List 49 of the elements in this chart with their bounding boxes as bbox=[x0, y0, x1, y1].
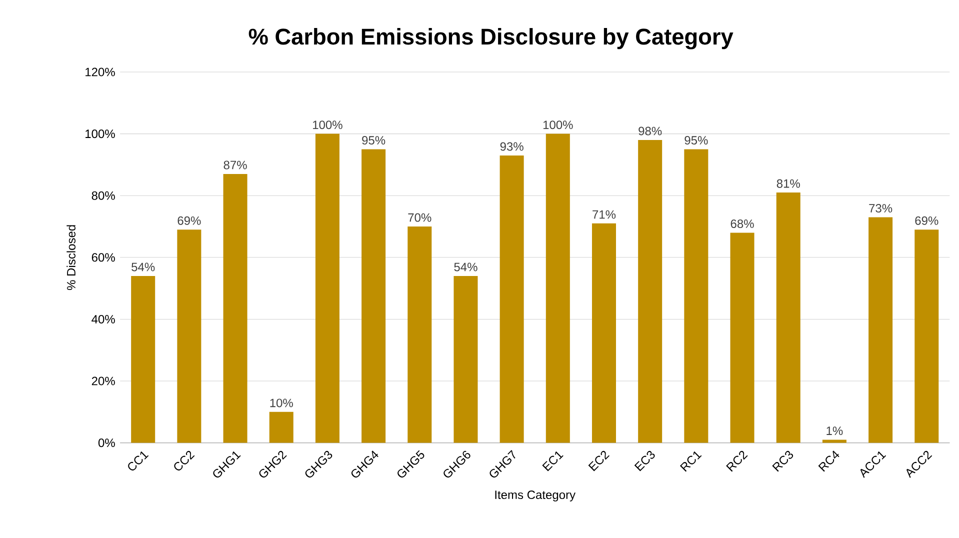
bar bbox=[730, 232, 754, 444]
data-label: 69% bbox=[178, 216, 201, 226]
bar bbox=[868, 217, 893, 444]
data-label: 1% bbox=[826, 426, 843, 436]
x-axis-title: Items Category bbox=[495, 490, 576, 502]
x-tick-label: CC1 bbox=[128, 452, 149, 471]
data-label: 95% bbox=[684, 136, 708, 145]
data-label: 54% bbox=[132, 263, 155, 272]
bar bbox=[546, 134, 570, 444]
bar bbox=[362, 150, 386, 444]
bar bbox=[638, 140, 662, 444]
bar bbox=[592, 224, 616, 444]
data-label: 73% bbox=[869, 204, 892, 213]
data-label: 87% bbox=[224, 161, 247, 170]
bar bbox=[131, 276, 156, 444]
y-tick-label: 80% bbox=[92, 192, 115, 200]
data-label: 100% bbox=[313, 120, 342, 130]
bar bbox=[914, 230, 939, 444]
bar bbox=[822, 440, 846, 444]
y-tick-label: 20% bbox=[92, 376, 115, 386]
bar bbox=[315, 134, 340, 444]
y-tick-label: 100% bbox=[86, 130, 115, 138]
bar bbox=[269, 412, 294, 444]
data-label: 10% bbox=[270, 398, 293, 408]
bar bbox=[776, 192, 800, 444]
data-label: 69% bbox=[915, 216, 938, 226]
data-label: 81% bbox=[776, 180, 800, 188]
y-tick-label: 60% bbox=[92, 253, 115, 262]
y-tick-label: 40% bbox=[92, 315, 115, 324]
bar bbox=[223, 174, 248, 444]
data-label: 71% bbox=[592, 210, 616, 219]
data-label: 100% bbox=[543, 120, 573, 130]
data-label: 95% bbox=[362, 136, 386, 145]
data-label: 93% bbox=[500, 142, 524, 151]
y-axis-title: % Disclosed bbox=[66, 225, 76, 290]
bar bbox=[454, 276, 478, 444]
data-label: 98% bbox=[638, 127, 662, 136]
bar bbox=[177, 230, 202, 444]
bar bbox=[684, 150, 708, 444]
y-tick-label: 120% bbox=[86, 68, 115, 77]
data-label: 68% bbox=[730, 220, 754, 228]
x-tick-label: EC1 bbox=[542, 452, 564, 472]
bar bbox=[500, 156, 524, 444]
y-tick-label: 0% bbox=[98, 438, 115, 448]
data-label: 70% bbox=[408, 214, 432, 222]
x-tick-label: CC2 bbox=[174, 451, 195, 471]
bar bbox=[408, 226, 432, 444]
chart-title: % Carbon Emissions Disclosure by Category bbox=[248, 28, 734, 50]
data-label: 54% bbox=[454, 263, 478, 272]
